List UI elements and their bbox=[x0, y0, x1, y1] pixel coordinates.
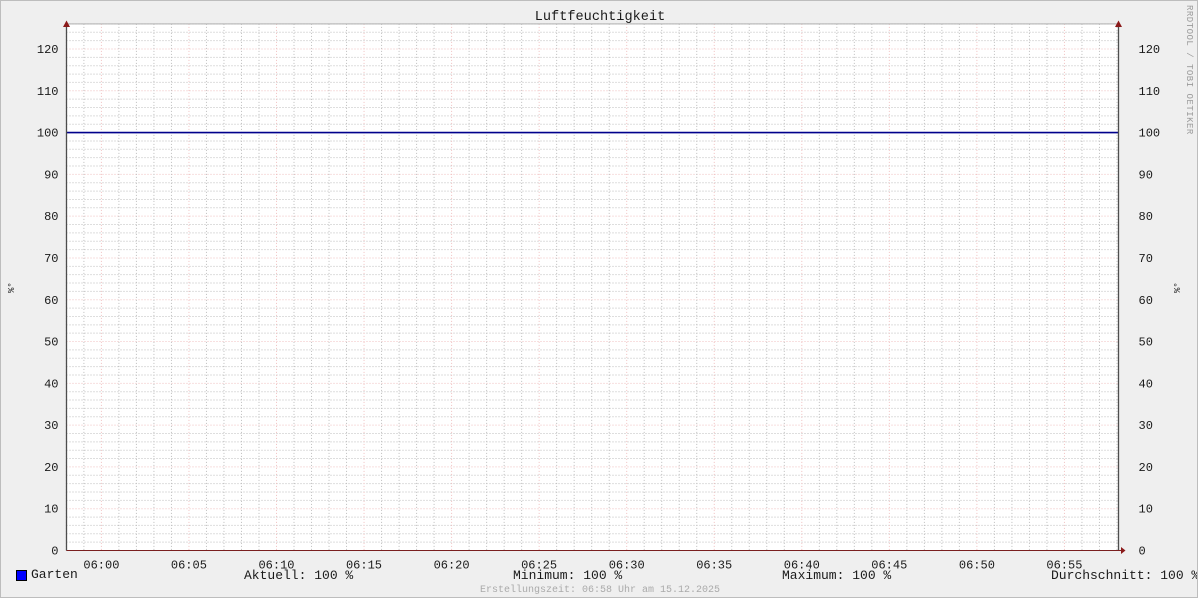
svg-text:06:50: 06:50 bbox=[959, 559, 995, 573]
svg-text:70: 70 bbox=[1139, 252, 1153, 266]
svg-text:120: 120 bbox=[37, 43, 59, 57]
svg-text:100: 100 bbox=[1139, 127, 1161, 141]
svg-text:06:35: 06:35 bbox=[696, 559, 732, 573]
svg-text:100: 100 bbox=[37, 127, 59, 141]
svg-text:80: 80 bbox=[44, 210, 58, 224]
svg-text:10: 10 bbox=[1139, 503, 1153, 517]
svg-text:0: 0 bbox=[1139, 545, 1146, 559]
svg-text:10: 10 bbox=[44, 503, 58, 517]
svg-text:20: 20 bbox=[44, 461, 58, 475]
svg-text:06:20: 06:20 bbox=[434, 559, 470, 573]
svg-text:40: 40 bbox=[44, 377, 58, 391]
svg-text:50: 50 bbox=[1139, 336, 1153, 350]
svg-text:06:00: 06:00 bbox=[83, 559, 119, 573]
svg-text:90: 90 bbox=[44, 168, 58, 182]
svg-text:90: 90 bbox=[1139, 168, 1153, 182]
svg-text:60: 60 bbox=[44, 294, 58, 308]
svg-text:70: 70 bbox=[44, 252, 58, 266]
svg-text:120: 120 bbox=[1139, 43, 1161, 57]
svg-text:40: 40 bbox=[1139, 377, 1153, 391]
svg-text:110: 110 bbox=[37, 85, 59, 99]
svg-text:06:05: 06:05 bbox=[171, 559, 207, 573]
svg-text:110: 110 bbox=[1139, 85, 1161, 99]
svg-text:80: 80 bbox=[1139, 210, 1153, 224]
svg-text:60: 60 bbox=[1139, 294, 1153, 308]
svg-text:50: 50 bbox=[44, 336, 58, 350]
svg-text:30: 30 bbox=[1139, 419, 1153, 433]
svg-text:20: 20 bbox=[1139, 461, 1153, 475]
svg-text:30: 30 bbox=[44, 419, 58, 433]
svg-text:0: 0 bbox=[51, 545, 58, 559]
